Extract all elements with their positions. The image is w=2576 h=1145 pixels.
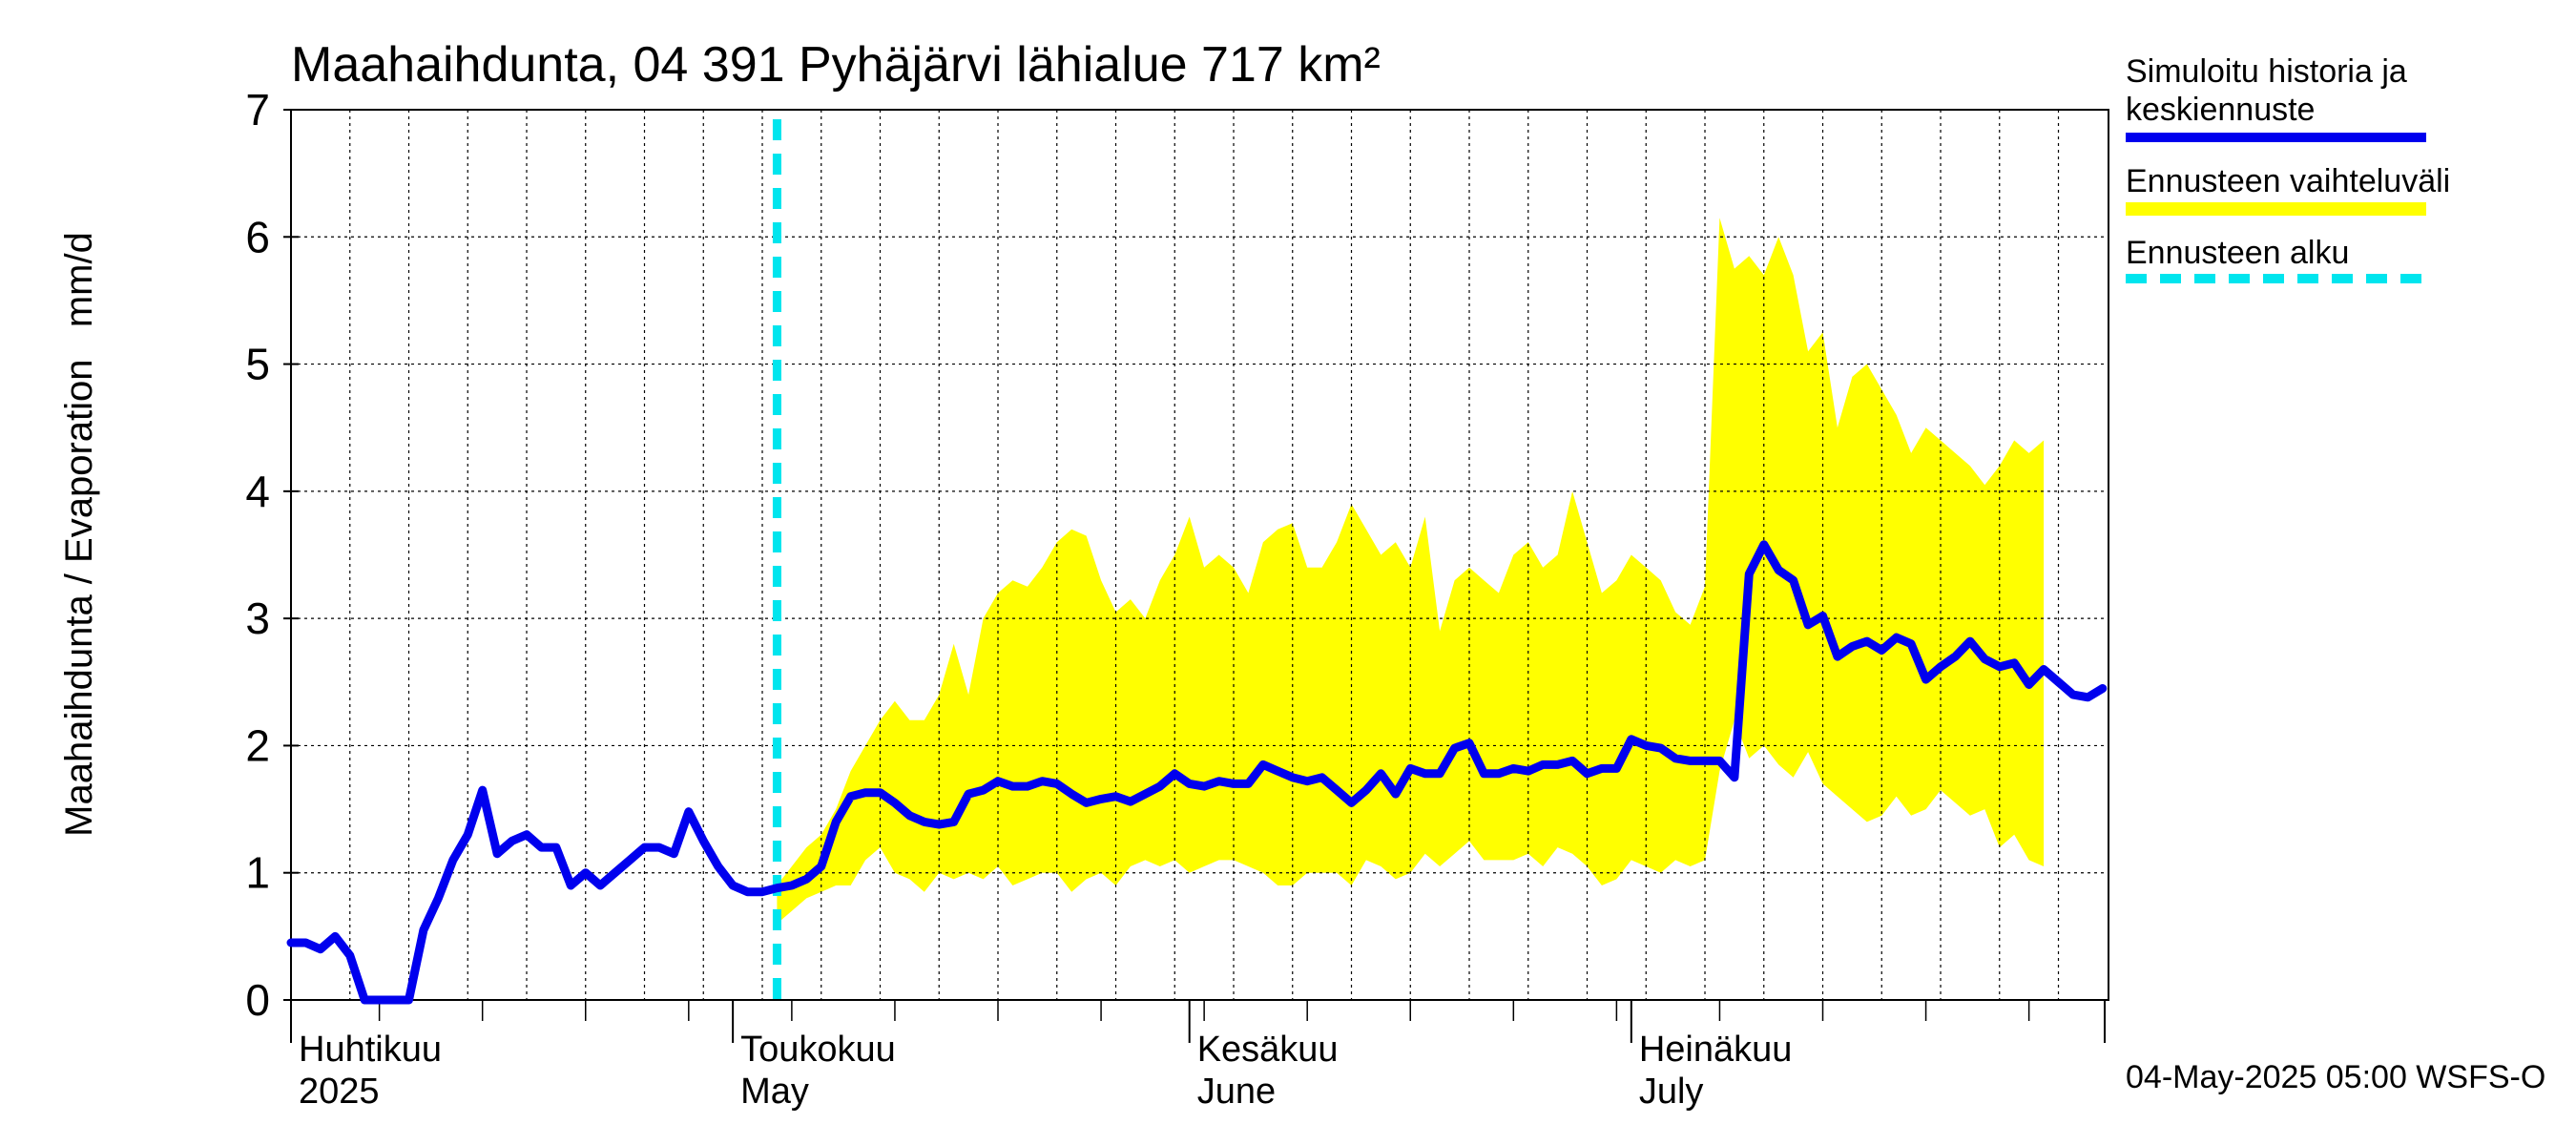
x-month-label: Toukokuu — [740, 1030, 896, 1070]
y-tick-label: 4 — [245, 467, 270, 516]
y-tick-label: 1 — [245, 848, 270, 898]
legend-line-simulated — [2126, 133, 2426, 142]
legend-label-forecast-start: Ennusteen alku — [2126, 235, 2350, 271]
y-tick-label: 0 — [245, 975, 270, 1025]
x-month-sublabel: June — [1197, 1072, 1276, 1112]
y-tick-label: 3 — [245, 593, 270, 643]
legend-label-range: Ennusteen vaihteluväli — [2126, 163, 2451, 199]
simulated-evaporation-line — [286, 540, 2108, 1005]
y-tick-label: 2 — [245, 720, 270, 770]
plot-frame — [290, 109, 2109, 1001]
legend-line-range — [2126, 202, 2426, 216]
y-tick-label: 5 — [245, 340, 270, 389]
x-month-sublabel: 2025 — [299, 1072, 380, 1112]
footer-timestamp: 04-May-2025 05:00 WSFS-O — [2126, 1059, 2546, 1095]
x-month-label: Kesäkuu — [1197, 1030, 1339, 1070]
y-tick-label: 7 — [245, 85, 270, 135]
y-tick-label: 6 — [245, 212, 270, 261]
legend-label-simulated: Simuloitu historia ja keskiennuste — [2126, 53, 2407, 128]
x-month-sublabel: May — [740, 1072, 809, 1112]
chart-title: Maahaihdunta, 04 391 Pyhäjärvi lähialue … — [291, 37, 1381, 93]
legend-line-forecast-start — [2126, 274, 2426, 283]
x-month-label: Huhtikuu — [299, 1030, 442, 1070]
x-month-label: Heinäkuu — [1639, 1030, 1793, 1070]
x-month-sublabel: July — [1639, 1072, 1704, 1112]
y-axis-label: Maahaihdunta / Evaporation mm/d — [58, 232, 100, 837]
